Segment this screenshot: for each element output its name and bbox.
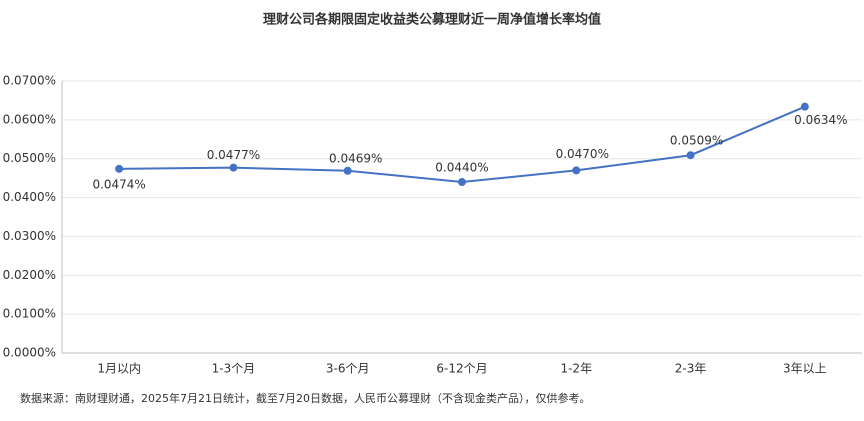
- y-tick-label: 0.0000%: [3, 346, 56, 360]
- y-tick-label: 0.0200%: [3, 268, 56, 282]
- y-tick-label: 0.0600%: [3, 112, 56, 126]
- point: [343, 166, 352, 175]
- x-tick-label: 3-6个月: [326, 362, 370, 376]
- point: [686, 151, 695, 160]
- y-tick-label: 0.0700%: [3, 74, 56, 88]
- chart-title: 理财公司各期限固定收益类公募理财近一周净值增长率均值: [263, 12, 601, 28]
- source-note: 数据来源：南财理财通，2025年7月21日统计，截至7月20日数据，人民币公募理…: [20, 391, 590, 405]
- data-label: 0.0469%: [329, 151, 382, 165]
- data-label: 0.0477%: [207, 148, 260, 162]
- y-tick-label: 0.0500%: [3, 151, 56, 165]
- x-tick-label: 1月以内: [97, 362, 141, 376]
- y-tick-label: 0.0300%: [3, 229, 56, 243]
- data-label: 0.0470%: [556, 147, 609, 161]
- x-tick-label: 6-12个月: [436, 362, 487, 376]
- x-tick-label: 3年以上: [783, 362, 827, 376]
- x-tick-label: 1-3个月: [212, 362, 256, 376]
- point: [229, 163, 238, 172]
- x-tick-label: 2-3年: [675, 362, 707, 376]
- point: [458, 178, 466, 187]
- data-label: 0.0509%: [670, 134, 723, 148]
- point: [572, 166, 581, 175]
- y-tick-label: 0.0400%: [3, 190, 56, 204]
- point: [115, 164, 124, 173]
- x-tick-label: 1-2年: [560, 362, 592, 376]
- data-label: 0.0634%: [794, 113, 847, 127]
- data-label: 0.0474%: [92, 177, 145, 191]
- y-tick-label: 0.0100%: [3, 307, 56, 321]
- data-label: 0.0440%: [435, 161, 488, 175]
- point: [800, 102, 809, 111]
